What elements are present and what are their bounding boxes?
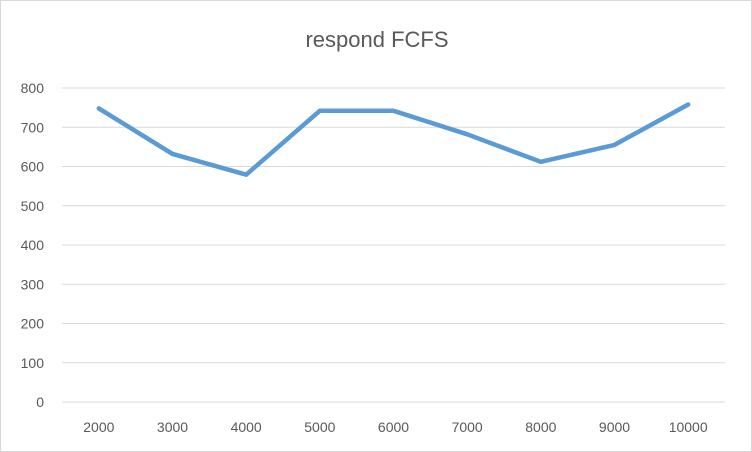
y-tick-label-700: 700 xyxy=(21,119,45,135)
y-axis-ticks: 0 100 200 300 400 500 600 700 800 xyxy=(21,80,45,410)
x-tick-label-4000: 4000 xyxy=(231,419,262,435)
x-tick-label-10000: 10000 xyxy=(669,419,708,435)
data-point-6000 xyxy=(393,110,394,112)
x-tick-label-2000: 2000 xyxy=(83,419,114,435)
x-tick-label-6000: 6000 xyxy=(378,419,409,435)
y-tick-label-400: 400 xyxy=(21,237,45,253)
gridlines xyxy=(62,87,725,403)
y-tick-label-200: 200 xyxy=(21,316,45,332)
series-layer xyxy=(96,102,691,177)
y-tick-label-600: 600 xyxy=(21,159,45,175)
x-tick-label-5000: 5000 xyxy=(304,419,335,435)
x-tick-label-9000: 9000 xyxy=(599,419,630,435)
data-point-8000 xyxy=(540,161,542,163)
data-point-7000 xyxy=(466,133,468,135)
x-tick-label-8000: 8000 xyxy=(525,419,556,435)
y-tick-label-0: 0 xyxy=(36,394,44,410)
data-point-5000 xyxy=(319,110,321,112)
y-tick-label-100: 100 xyxy=(21,355,45,371)
data-point-4000 xyxy=(245,174,247,176)
data-point-2000 xyxy=(98,107,100,109)
series-line-0 xyxy=(96,102,691,177)
data-point-9000 xyxy=(614,144,615,146)
y-tick-label-800: 800 xyxy=(21,80,45,96)
data-point-10000 xyxy=(687,103,689,105)
data-point-3000 xyxy=(172,153,173,155)
y-tick-label-300: 300 xyxy=(21,276,45,292)
x-axis-ticks: 2000 3000 4000 5000 6000 7000 8000 9000 10000 xyxy=(83,419,708,435)
x-tick-label-3000: 3000 xyxy=(157,419,188,435)
chart-title: respond FCFS xyxy=(305,27,449,52)
x-tick-label-7000: 7000 xyxy=(452,419,483,435)
y-tick-label-500: 500 xyxy=(21,198,45,214)
